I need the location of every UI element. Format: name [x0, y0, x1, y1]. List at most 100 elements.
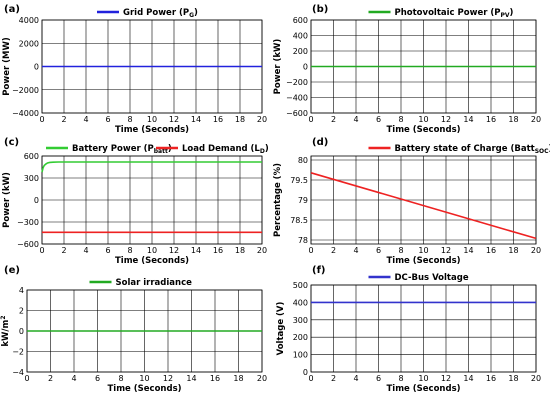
x-axis-title: Time (Seconds) — [386, 384, 460, 394]
x-tick-label: 4 — [353, 246, 358, 255]
x-axis-title: Time (Seconds) — [107, 384, 181, 394]
y-axis-title: Power (kW) — [273, 39, 283, 95]
x-tick-label: 8 — [398, 246, 403, 255]
x-tick-label: 6 — [376, 115, 381, 124]
x-tick-label: 12 — [441, 374, 451, 383]
x-tick-label: 10 — [147, 246, 157, 255]
x-axis-title: Time (Seconds) — [115, 125, 189, 135]
y-tick-label: 600 — [293, 16, 308, 25]
legend-entry: Load Demand (LD) — [182, 144, 269, 155]
y-tick-label: −300 — [17, 218, 39, 227]
x-tick-label: 4 — [83, 246, 88, 255]
x-tick-label: 14 — [191, 246, 201, 255]
x-tick-label: 16 — [486, 246, 496, 255]
y-tick-label: 600 — [24, 152, 39, 161]
x-tick-label: 16 — [210, 374, 220, 383]
panel-label: (b) — [312, 4, 328, 15]
x-tick-label: 18 — [235, 115, 245, 124]
x-tick-label: 8 — [118, 374, 123, 383]
y-tick-label: 78.5 — [290, 216, 308, 225]
x-axis-title: Time (Seconds) — [115, 256, 189, 266]
x-tick-label: 2 — [61, 115, 66, 124]
x-tick-label: 0 — [308, 374, 313, 383]
y-tick-label: 0 — [303, 63, 308, 72]
y-tick-label: 200 — [293, 47, 308, 56]
x-tick-label: 14 — [463, 115, 473, 124]
x-tick-label: 12 — [441, 246, 451, 255]
y-tick-label: 80 — [298, 156, 308, 165]
x-tick-label: 10 — [418, 246, 428, 255]
x-tick-label: 16 — [213, 115, 223, 124]
y-tick-label: 400 — [293, 298, 308, 307]
x-tick-label: 18 — [233, 374, 243, 383]
legend-entry: DC-Bus Voltage — [395, 273, 469, 283]
y-axis-title: Percentage (%) — [273, 163, 283, 237]
y-tick-label: −600 — [17, 240, 39, 249]
x-tick-label: 2 — [61, 246, 66, 255]
x-tick-label: 14 — [463, 374, 473, 383]
x-tick-label: 6 — [376, 374, 381, 383]
y-tick-label: 4 — [19, 286, 24, 295]
x-axis-title: Time (Seconds) — [386, 125, 460, 135]
series-line — [41, 161, 262, 173]
x-tick-label: 20 — [257, 374, 267, 383]
x-tick-label: 2 — [331, 246, 336, 255]
x-tick-label: 12 — [163, 374, 173, 383]
x-tick-label: 14 — [186, 374, 196, 383]
x-tick-label: 6 — [105, 246, 110, 255]
y-axis-title: Voltage (V) — [276, 301, 286, 355]
panel-label: (f) — [312, 265, 326, 276]
x-tick-label: 2 — [331, 115, 336, 124]
x-tick-label: 6 — [95, 374, 100, 383]
x-tick-label: 10 — [139, 374, 149, 383]
y-tick-label: 300 — [293, 316, 308, 325]
y-tick-label: 2000 — [19, 39, 39, 48]
x-tick-label: 8 — [127, 115, 132, 124]
x-tick-label: 4 — [83, 115, 88, 124]
x-tick-label: 10 — [147, 115, 157, 124]
y-tick-label: 79 — [298, 196, 308, 205]
y-tick-label: 78 — [298, 236, 308, 245]
x-tick-label: 14 — [463, 246, 473, 255]
x-tick-label: 20 — [531, 115, 541, 124]
x-tick-label: 8 — [398, 115, 403, 124]
legend-entry: Grid Power (PG) — [123, 8, 198, 19]
x-tick-label: 18 — [235, 246, 245, 255]
y-tick-label: 400 — [293, 32, 308, 41]
legend-entry: Photovoltaic Power (PPV) — [395, 8, 514, 19]
x-tick-label: 18 — [508, 374, 518, 383]
x-tick-label: 20 — [531, 246, 541, 255]
chart-panel-5: 0 2 4 6 8 10 12 14 16 18 20 −4 −2 0 2 4 Time (Seconds) kW… — [0, 265, 267, 394]
y-tick-label: 0 — [34, 196, 39, 205]
y-tick-label: 0 — [34, 63, 39, 72]
y-tick-label: −600 — [286, 109, 308, 118]
x-tick-label: 12 — [169, 115, 179, 124]
x-tick-label: 6 — [105, 115, 110, 124]
panel-label: (a) — [4, 4, 20, 15]
x-tick-label: 0 — [24, 374, 29, 383]
legend-entry: Battery state of Charge (BattSOC) — [395, 144, 550, 155]
panel-label: (d) — [312, 137, 328, 148]
x-tick-label: 12 — [441, 115, 451, 124]
y-tick-label: −2000 — [12, 86, 39, 95]
chart-panel-2: 0 2 4 6 8 10 12 14 16 18 20 −600 −400 −200 0 200 400 600 T… — [273, 4, 541, 135]
y-tick-label: 79.5 — [290, 176, 308, 185]
x-tick-label: 0 — [308, 115, 313, 124]
x-tick-label: 20 — [257, 246, 267, 255]
x-tick-label: 2 — [48, 374, 53, 383]
x-tick-label: 4 — [353, 115, 358, 124]
y-tick-label: 4000 — [19, 16, 39, 25]
x-axis-title: Time (Seconds) — [386, 256, 460, 266]
x-tick-label: 20 — [257, 115, 267, 124]
y-tick-label: 100 — [293, 351, 308, 360]
y-tick-label: −2 — [12, 348, 24, 357]
y-axis-title: Power (kW) — [2, 172, 12, 228]
y-tick-label: 300 — [24, 174, 39, 183]
panel-label: (e) — [4, 265, 20, 276]
x-tick-label: 6 — [376, 246, 381, 255]
x-tick-label: 0 — [39, 115, 44, 124]
x-tick-label: 4 — [71, 374, 76, 383]
chart-panel-1: 0 2 4 6 8 10 12 14 16 18 20 −4000 −2000 0 2000 4000 Time… — [2, 4, 267, 135]
